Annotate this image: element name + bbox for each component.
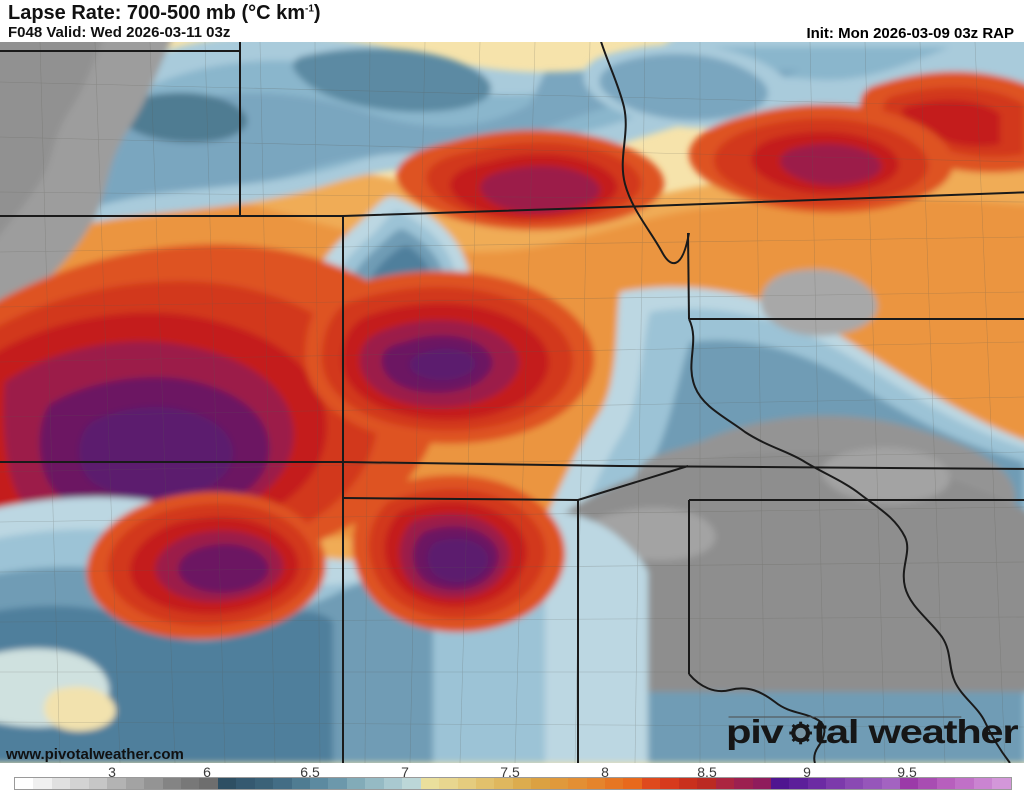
svg-text:piv: piv <box>726 713 784 750</box>
svg-text:tal weather: tal weather <box>813 713 1019 750</box>
